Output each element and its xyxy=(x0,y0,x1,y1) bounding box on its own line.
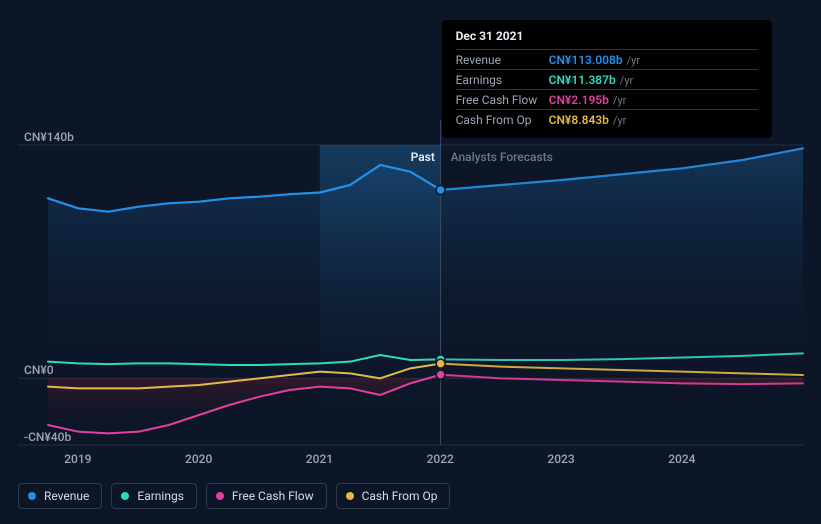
tooltip-row: EarningsCN¥11.387b/yr xyxy=(456,69,758,89)
y-axis-label: CN¥140b xyxy=(24,130,74,144)
tooltip-row: RevenueCN¥113.008b/yr xyxy=(456,49,758,69)
x-axis-label: 2021 xyxy=(306,452,333,466)
y-axis-label: CN¥0 xyxy=(24,363,54,377)
legend-dot xyxy=(28,492,36,500)
tooltip-metric-label: Revenue xyxy=(456,53,549,67)
tooltip-unit: /yr xyxy=(613,94,626,107)
tooltip-unit: /yr xyxy=(627,54,640,67)
legend-label: Earnings xyxy=(137,489,184,503)
financial-chart: CN¥140b CN¥0 -CN¥40b 2019 2020 2021 2022 2023 2… xyxy=(0,0,821,524)
legend-label: Revenue xyxy=(44,489,89,503)
x-axis-label: 2022 xyxy=(427,452,454,466)
legend-dot xyxy=(346,492,354,500)
x-axis-label: 2020 xyxy=(185,452,212,466)
legend-item-cash_from_op[interactable]: Cash From Op xyxy=(336,483,451,509)
tooltip-unit: /yr xyxy=(613,114,626,127)
legend-label: Free Cash Flow xyxy=(232,489,314,503)
tooltip-row: Cash From OpCN¥8.843b/yr xyxy=(456,109,758,129)
legend-item-free_cash_flow[interactable]: Free Cash Flow xyxy=(206,483,327,509)
x-axis-label: 2019 xyxy=(64,452,91,466)
tooltip-metric-label: Free Cash Flow xyxy=(456,93,549,107)
tooltip-date: Dec 31 2021 xyxy=(456,29,758,43)
legend: Revenue Earnings Free Cash Flow Cash From O… xyxy=(18,483,450,509)
legend-item-earnings[interactable]: Earnings xyxy=(111,483,197,509)
legend-dot xyxy=(121,492,129,500)
y-axis-label: -CN¥40b xyxy=(24,430,71,444)
tooltip-metric-value: CN¥113.008b xyxy=(549,53,623,67)
tooltip-metric-value: CN¥11.387b xyxy=(549,73,616,87)
tooltip-unit: /yr xyxy=(620,74,633,87)
tooltip-metric-value: CN¥2.195b xyxy=(549,93,609,107)
hover-tooltip: Dec 31 2021 RevenueCN¥113.008b/yrEarning… xyxy=(442,20,772,138)
x-axis-label: 2023 xyxy=(547,452,574,466)
legend-label: Cash From Op xyxy=(362,489,438,503)
tooltip-metric-value: CN¥8.843b xyxy=(549,113,609,127)
tooltip-metric-label: Earnings xyxy=(456,73,549,87)
tooltip-metric-label: Cash From Op xyxy=(456,113,549,127)
legend-dot xyxy=(216,492,224,500)
past-label: Past xyxy=(411,150,435,164)
tooltip-row: Free Cash FlowCN¥2.195b/yr xyxy=(456,89,758,109)
forecast-label: Analysts Forecasts xyxy=(451,150,553,164)
x-axis-label: 2024 xyxy=(668,452,695,466)
legend-item-revenue[interactable]: Revenue xyxy=(18,483,102,509)
